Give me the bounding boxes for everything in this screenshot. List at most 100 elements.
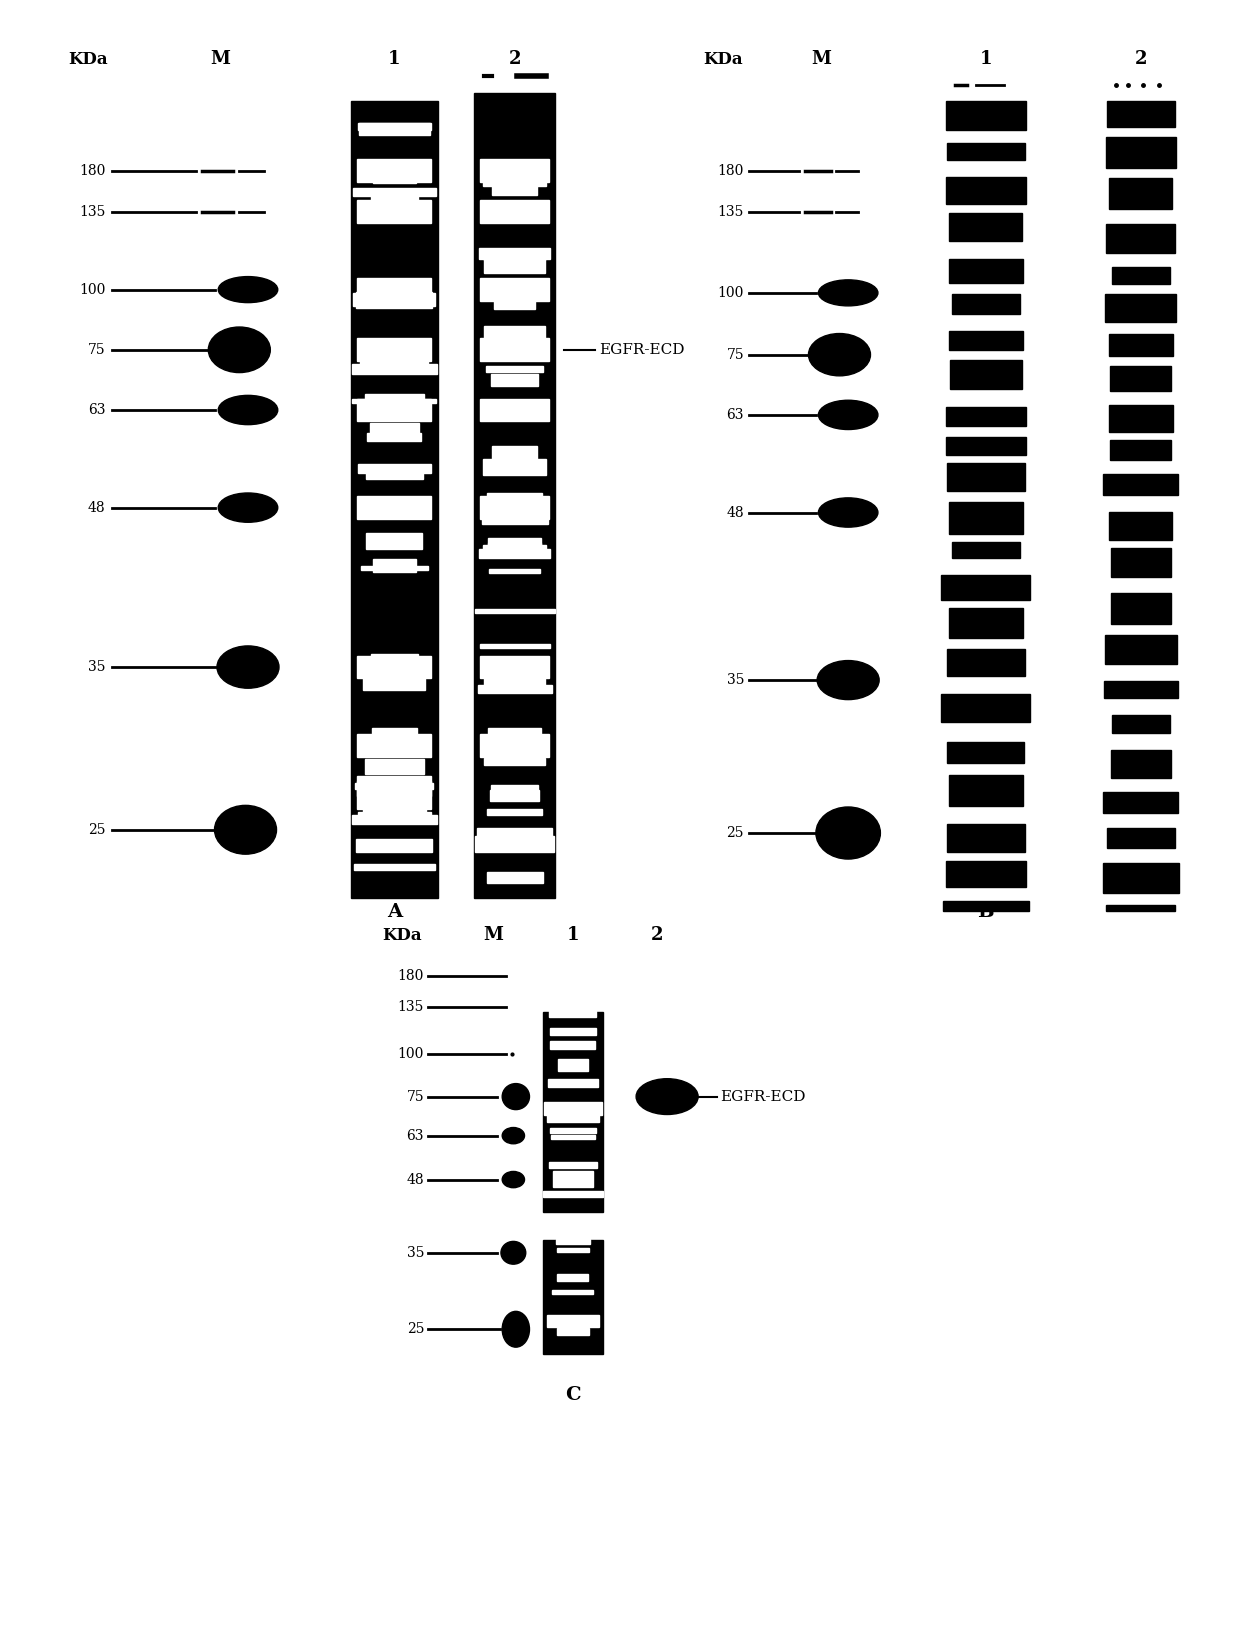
Text: 2: 2 <box>508 50 521 68</box>
Text: EGFR-ECD: EGFR-ECD <box>599 343 684 356</box>
Bar <box>1110 177 1172 208</box>
Text: 25: 25 <box>88 823 105 836</box>
Bar <box>1107 828 1174 848</box>
Text: KDa: KDa <box>703 52 743 68</box>
Bar <box>357 159 432 182</box>
Ellipse shape <box>215 805 277 854</box>
Text: 1: 1 <box>388 50 401 68</box>
Text: 35: 35 <box>407 1246 424 1259</box>
Bar <box>548 1162 598 1168</box>
Text: 48: 48 <box>407 1173 424 1186</box>
Text: 100: 100 <box>398 1048 424 1061</box>
Bar <box>942 901 1029 911</box>
Bar <box>495 301 534 309</box>
Bar <box>357 338 432 361</box>
Bar <box>357 200 432 223</box>
Bar <box>366 467 423 480</box>
Bar <box>1104 680 1178 698</box>
Bar <box>370 423 419 438</box>
Text: 180: 180 <box>398 970 424 983</box>
Bar <box>946 823 1025 851</box>
Bar <box>543 1012 603 1212</box>
Bar <box>946 407 1025 426</box>
Bar <box>949 259 1023 283</box>
Bar <box>941 695 1030 722</box>
Bar <box>480 734 549 757</box>
Ellipse shape <box>218 395 278 425</box>
Bar <box>477 828 552 836</box>
Bar <box>480 159 549 182</box>
Text: M: M <box>484 926 503 944</box>
Bar <box>491 784 538 794</box>
Bar <box>357 786 432 809</box>
Ellipse shape <box>817 661 879 700</box>
Bar <box>365 758 424 774</box>
Ellipse shape <box>501 1241 526 1264</box>
Bar <box>474 93 556 898</box>
Bar <box>366 534 423 548</box>
Bar <box>1106 905 1176 911</box>
Bar <box>1111 714 1171 732</box>
Bar <box>491 254 538 264</box>
Bar <box>372 560 417 573</box>
Text: 63: 63 <box>407 1129 424 1142</box>
Bar <box>484 459 546 475</box>
Ellipse shape <box>502 1084 529 1110</box>
Bar <box>946 177 1025 203</box>
Bar <box>486 504 543 514</box>
Bar <box>356 840 433 853</box>
Bar <box>353 187 435 195</box>
Ellipse shape <box>217 646 279 688</box>
Bar <box>544 1101 601 1114</box>
Bar <box>551 1041 595 1049</box>
Bar <box>372 727 417 742</box>
Bar <box>480 656 549 678</box>
Bar <box>952 294 1019 314</box>
Bar <box>358 464 430 473</box>
Bar <box>1106 223 1176 254</box>
Ellipse shape <box>818 498 878 527</box>
Bar <box>487 493 542 503</box>
Bar <box>360 124 429 135</box>
Text: KDa: KDa <box>382 927 422 944</box>
Text: 63: 63 <box>88 403 105 417</box>
Bar <box>357 776 432 786</box>
Bar <box>947 649 1024 675</box>
Bar <box>363 675 425 690</box>
Ellipse shape <box>808 334 870 376</box>
Bar <box>487 543 542 552</box>
Bar <box>357 278 432 301</box>
Bar <box>950 213 1022 241</box>
Bar <box>352 364 436 374</box>
Ellipse shape <box>218 277 278 303</box>
Bar <box>351 101 438 898</box>
Bar <box>552 1290 594 1293</box>
Text: 25: 25 <box>727 827 744 840</box>
Bar <box>557 1328 589 1336</box>
Text: 1: 1 <box>567 926 579 944</box>
Bar <box>946 143 1025 159</box>
Text: 75: 75 <box>88 343 105 356</box>
Bar <box>557 1274 589 1280</box>
Bar <box>949 776 1023 807</box>
Bar <box>484 177 546 185</box>
Bar <box>949 330 1023 350</box>
Bar <box>1106 137 1176 168</box>
Bar <box>947 742 1024 763</box>
Bar <box>480 338 549 361</box>
Bar <box>357 656 432 678</box>
Text: EGFR-ECD: EGFR-ECD <box>720 1090 806 1103</box>
Ellipse shape <box>636 1079 698 1114</box>
Bar <box>361 566 428 569</box>
Bar <box>547 1315 599 1328</box>
Bar <box>482 252 547 259</box>
Text: 25: 25 <box>407 1323 424 1336</box>
Bar <box>365 394 424 407</box>
Bar <box>361 360 428 368</box>
Ellipse shape <box>208 327 270 373</box>
Bar <box>485 215 544 218</box>
Text: 1: 1 <box>980 50 992 68</box>
Text: A: A <box>387 903 402 921</box>
Text: 100: 100 <box>718 286 744 299</box>
Text: M: M <box>211 50 231 68</box>
